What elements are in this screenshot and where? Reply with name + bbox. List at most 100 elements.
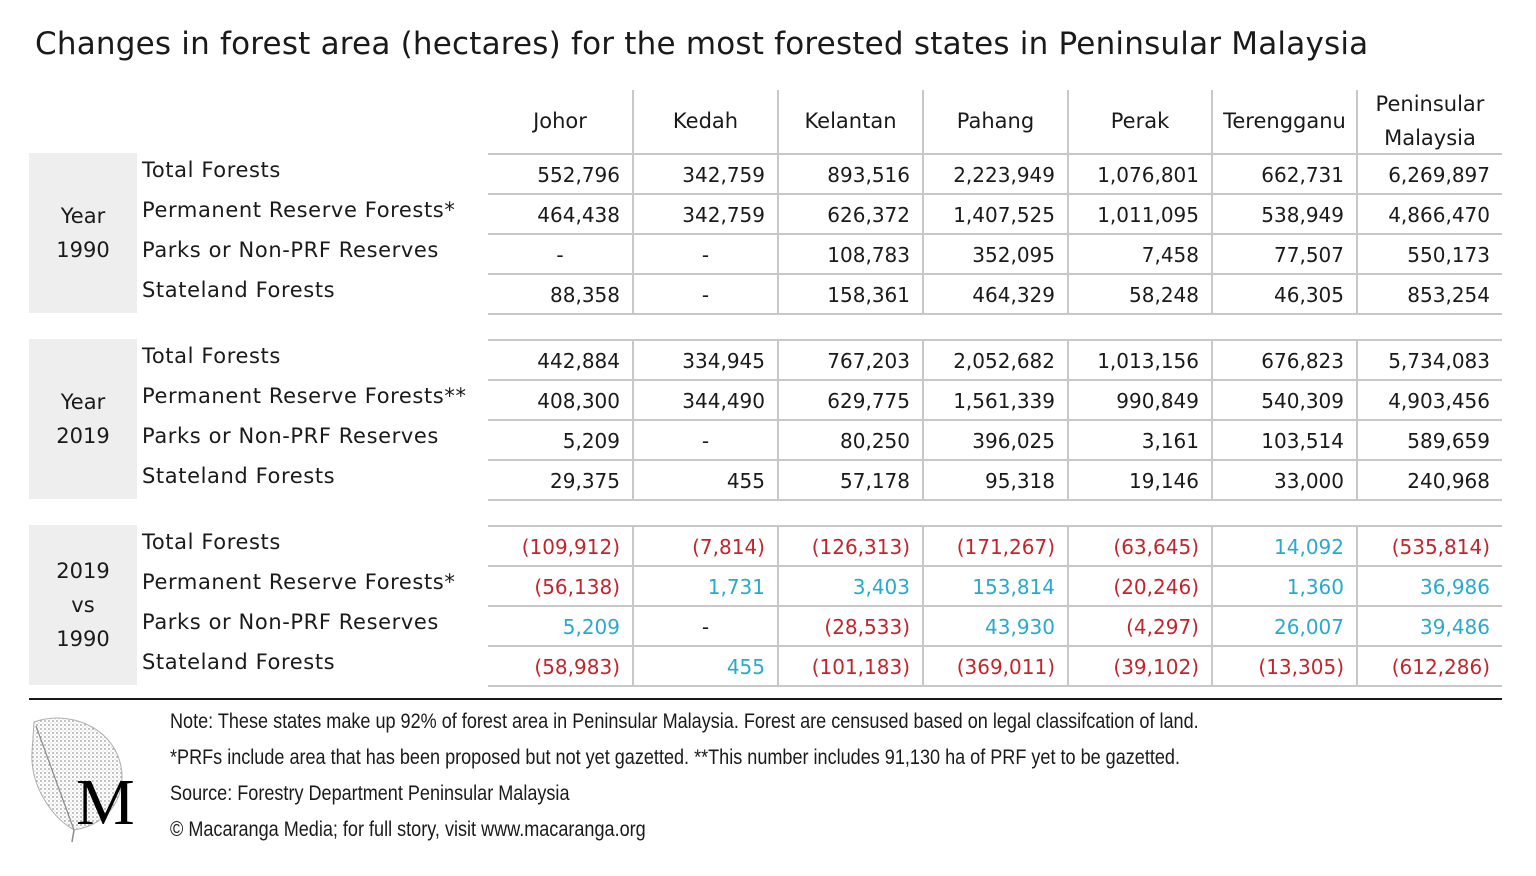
row-label: Stateland Forests	[142, 464, 336, 488]
group-label: Year 2019	[29, 339, 137, 499]
row-label: Total Forests	[142, 158, 281, 182]
row-label: Permanent Reserve Forests*	[142, 570, 456, 594]
column-divider	[1067, 90, 1069, 153]
chart-title: Changes in forest area (hectares) for th…	[35, 26, 1369, 62]
row-divider	[488, 499, 1502, 501]
table-cell: 158,361	[827, 283, 910, 307]
table-cell: 46,305	[1274, 283, 1344, 307]
column-divider	[777, 525, 779, 685]
table-cell: 6,269,897	[1388, 163, 1490, 187]
column-divider	[1356, 339, 1358, 499]
table-cell: 14,092	[1274, 535, 1344, 559]
column-divider	[632, 90, 634, 153]
table-cell: 990,849	[1116, 389, 1199, 413]
table-cell: 442,884	[537, 349, 620, 373]
table-cell: (101,183)	[811, 655, 910, 679]
row-label: Permanent Reserve Forests**	[142, 384, 467, 408]
table-cell: 352,095	[972, 243, 1055, 267]
table-cell: 19,146	[1129, 469, 1199, 493]
row-divider	[488, 459, 1502, 461]
logo-letter: M	[76, 766, 135, 839]
table-cell: 589,659	[1407, 429, 1490, 453]
table-cell: -	[701, 283, 710, 307]
table-cell: 88,358	[550, 283, 620, 307]
table-cell: (126,313)	[811, 535, 910, 559]
row-label: Parks or Non-PRF Reserves	[142, 610, 439, 634]
table-cell: 80,250	[840, 429, 910, 453]
table-cell: 29,375	[550, 469, 620, 493]
row-divider	[488, 153, 1502, 155]
table-cell: 240,968	[1407, 469, 1490, 493]
column-divider	[1067, 339, 1069, 499]
table-cell: 464,329	[972, 283, 1055, 307]
column-divider	[777, 153, 779, 313]
table-cell: (13,305)	[1258, 655, 1344, 679]
table-cell: 344,490	[682, 389, 765, 413]
table-cell: -	[556, 243, 564, 267]
note-line: Note: These states make up 92% of forest…	[170, 710, 1199, 733]
table-cell: (39,102)	[1113, 655, 1199, 679]
table-cell: 2,223,949	[953, 163, 1055, 187]
column-divider	[922, 153, 924, 313]
column-divider	[922, 525, 924, 685]
row-label: Total Forests	[142, 530, 281, 554]
row-divider	[488, 525, 1502, 527]
row-divider	[488, 193, 1502, 195]
table-cell: 5,209	[562, 615, 620, 639]
table-cell: (4,297)	[1126, 615, 1199, 639]
column-header: Kelantan	[804, 109, 897, 133]
table-cell: (28,533)	[824, 615, 910, 639]
table-cell: 1,407,525	[953, 203, 1055, 227]
table-cell: -	[701, 243, 710, 267]
row-divider	[488, 339, 1502, 341]
column-divider	[1356, 90, 1358, 153]
table-cell: 108,783	[827, 243, 910, 267]
table-cell: 2,052,682	[953, 349, 1055, 373]
table-cell: (20,246)	[1113, 575, 1199, 599]
table-cell: 5,734,083	[1388, 349, 1490, 373]
table-cell: 39,486	[1420, 615, 1490, 639]
divider	[29, 698, 1502, 700]
column-divider	[922, 339, 924, 499]
table-cell: 662,731	[1261, 163, 1344, 187]
table-cell: 77,507	[1274, 243, 1344, 267]
table-cell: 1,076,801	[1097, 163, 1199, 187]
table-cell: 43,930	[985, 615, 1055, 639]
column-divider	[1067, 153, 1069, 313]
table-cell: 342,759	[682, 203, 765, 227]
column-divider	[1067, 525, 1069, 685]
column-divider	[1356, 525, 1358, 685]
table-cell: (369,011)	[956, 655, 1055, 679]
column-header: Peninsular Malaysia	[1375, 92, 1485, 150]
table-cell: (7,814)	[692, 535, 765, 559]
table-cell: (58,983)	[534, 655, 620, 679]
table-cell: 3,161	[1141, 429, 1199, 453]
note-line: *PRFs include area that has been propose…	[170, 746, 1180, 769]
column-header: Kedah	[672, 109, 739, 133]
table-cell: 36,986	[1420, 575, 1490, 599]
row-label: Total Forests	[142, 344, 281, 368]
table-cell: (612,286)	[1391, 655, 1490, 679]
table-cell: 408,300	[537, 389, 620, 413]
table-cell: 540,309	[1261, 389, 1344, 413]
macaranga-logo: M	[28, 712, 148, 848]
table-cell: 1,561,339	[953, 389, 1055, 413]
table-cell: -	[701, 615, 710, 639]
table-cell: (56,138)	[534, 575, 620, 599]
column-header: Terengganu	[1223, 109, 1346, 133]
row-divider	[488, 685, 1502, 687]
column-divider	[632, 153, 634, 313]
table-cell: 676,823	[1261, 349, 1344, 373]
table-cell: 455	[726, 655, 765, 679]
table-cell: 1,011,095	[1097, 203, 1199, 227]
table-cell: (171,267)	[956, 535, 1055, 559]
row-divider	[488, 233, 1502, 235]
column-divider	[1356, 153, 1358, 313]
table-cell: 893,516	[827, 163, 910, 187]
table-cell: 3,403	[852, 575, 910, 599]
column-header: Perak	[1110, 109, 1170, 133]
table-cell: 464,438	[537, 203, 620, 227]
source-line: Source: Forestry Department Peninsular M…	[170, 782, 570, 805]
table-cell: 58,248	[1129, 283, 1199, 307]
table-cell: (109,912)	[521, 535, 620, 559]
